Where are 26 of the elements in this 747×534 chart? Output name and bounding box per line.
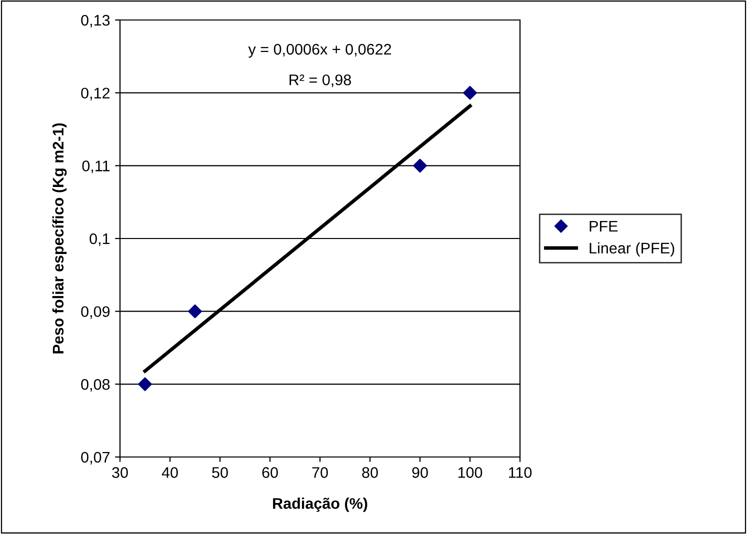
annotation: R² = 0,98 [290, 74, 351, 88]
legend-label: PFE [590, 221, 618, 232]
legend-label: Linear (PFE) [590, 242, 674, 257]
x-tick-label: 110 [508, 467, 532, 478]
x-tick-label: 60 [262, 467, 278, 478]
x-tick-label: 90 [412, 467, 428, 478]
point [138, 377, 152, 392]
y-tick-label: 0,07 [81, 452, 110, 464]
x-tick-label: 70 [312, 467, 328, 478]
x-axis-title: Radiação (%) [273, 498, 368, 512]
x-tick-label: 30 [112, 467, 128, 478]
y-tick-label: 0,1 [90, 233, 110, 246]
y-tick-label: 0,13 [81, 14, 110, 28]
x-tick-label: 50 [212, 467, 228, 478]
y-axis-title: Peso foliar específico (Kg m2-1) [52, 123, 67, 354]
x-tick-label: 80 [362, 467, 378, 478]
y-tick-label: 0,08 [81, 379, 110, 392]
point [188, 304, 202, 318]
y-tick-label: 0,11 [82, 160, 110, 174]
x-tick-label: 100 [458, 467, 482, 478]
point [413, 158, 427, 173]
point [463, 86, 477, 100]
x-tick-label: 40 [162, 467, 178, 478]
annotation: y = 0,0006x + 0,0622 [248, 44, 392, 58]
y-tick-label: 0,09 [81, 306, 110, 319]
y-tick-label: 0,12 [81, 88, 110, 100]
